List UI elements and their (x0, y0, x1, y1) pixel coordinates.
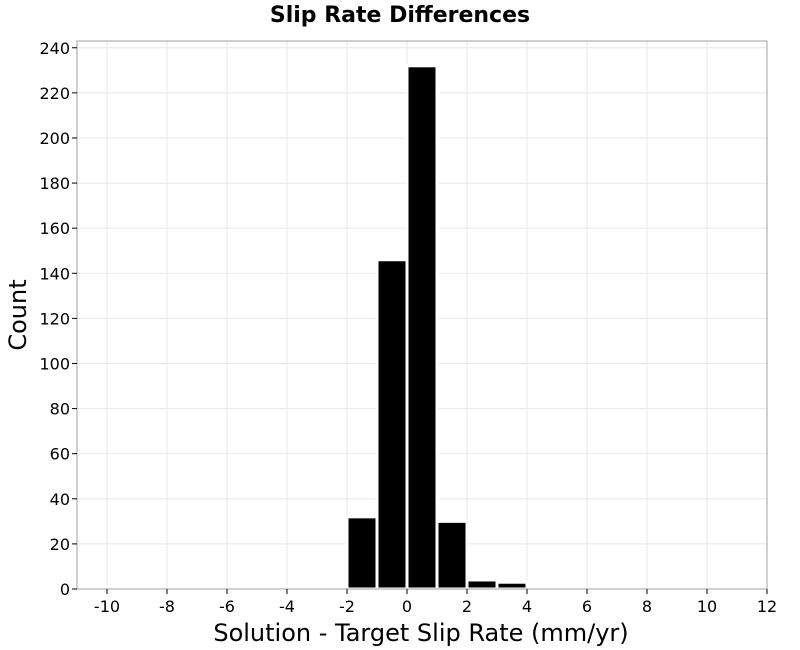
x-tick-label-4: -2 (339, 597, 355, 616)
x-tick-label-1: -8 (159, 597, 175, 616)
x-tick-label-0: -10 (94, 597, 120, 616)
x-tick-label-11: 12 (757, 597, 777, 616)
y-tick-label-3: 60 (50, 445, 70, 464)
x-tick-label-6: 2 (462, 597, 472, 616)
y-tick-label-9: 180 (39, 174, 70, 193)
bar-8 (465, 578, 499, 591)
x-tick-label-3: -4 (279, 597, 295, 616)
y-tick-label-5: 100 (39, 354, 70, 373)
x-tick-label-7: 4 (522, 597, 532, 616)
x-tick-label-8: 6 (582, 597, 592, 616)
x-tick-label-10: 10 (697, 597, 717, 616)
x-tick-label-2: -6 (219, 597, 235, 616)
y-tick-label-7: 140 (39, 264, 70, 283)
y-tick-label-2: 40 (50, 490, 70, 509)
y-tick-label-11: 220 (39, 84, 70, 103)
x-axis-ticks: -10 -8 -6 -4 -2 0 2 4 6 8 10 12 (94, 589, 777, 616)
y-axis-ticks: 0 20 40 60 80 100 120 140 160 180 200 220 240 (39, 39, 77, 599)
bar-6 (405, 64, 439, 591)
x-tick-label-9: 8 (642, 597, 652, 616)
y-tick-label-1: 20 (50, 535, 70, 554)
y-tick-label-12: 240 (39, 39, 70, 58)
bar-9 (495, 580, 529, 591)
y-tick-label-10: 200 (39, 129, 70, 148)
bar-7 (435, 519, 469, 591)
x-axis-label: Solution - Target Slip Rate (mm/yr) (213, 619, 628, 647)
bars (105, 64, 559, 591)
y-tick-label-0: 0 (60, 580, 70, 599)
y-tick-label-6: 120 (39, 309, 70, 328)
bar-5 (375, 258, 409, 591)
y-tick-label-8: 160 (39, 219, 70, 238)
chart-title: Slip Rate Differences (270, 3, 530, 28)
plot-frame (76, 40, 768, 590)
x-tick-label-5: 0 (402, 597, 412, 616)
y-tick-label-4: 80 (50, 400, 70, 419)
bar-4 (345, 515, 379, 591)
y-axis-label: Count (4, 279, 32, 350)
